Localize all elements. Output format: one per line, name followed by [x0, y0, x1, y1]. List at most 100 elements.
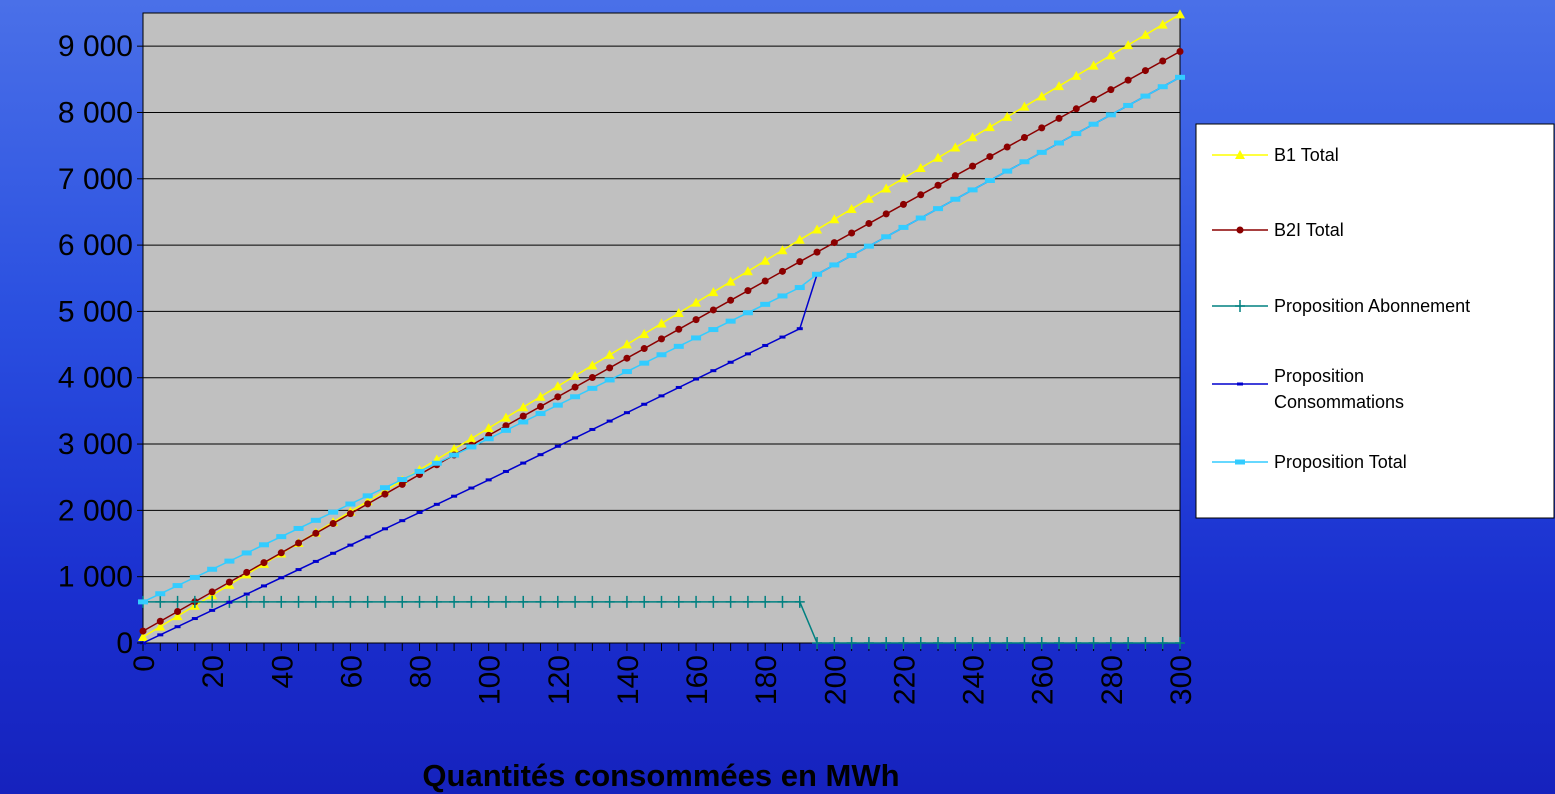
data-point: [224, 558, 235, 564]
data-point: [500, 427, 511, 433]
data-point: [414, 468, 425, 474]
x-tick-label: 40: [266, 655, 299, 688]
data-point: [535, 595, 546, 608]
x-tick-label: 260: [1027, 655, 1060, 705]
data-point: [431, 595, 442, 608]
y-tick-label: 0: [116, 627, 133, 660]
data-point: [449, 595, 460, 608]
x-tick-label: 0: [128, 655, 161, 672]
data-point: [693, 377, 700, 381]
data-point: [967, 187, 978, 193]
data-point: [1036, 91, 1047, 101]
data-point: [986, 153, 994, 161]
data-point: [725, 276, 736, 286]
data-point: [345, 501, 356, 507]
data-point: [362, 493, 373, 499]
data-point: [466, 433, 477, 443]
legend: B1 Total B2I Total Proposition Abonnement P…: [1195, 123, 1555, 519]
data-point: [485, 478, 492, 482]
data-point: [881, 183, 892, 193]
data-point: [500, 412, 511, 422]
data-point: [537, 402, 545, 410]
data-point: [675, 325, 683, 333]
data-point: [189, 574, 200, 580]
data-point: [984, 177, 995, 183]
data-point: [691, 335, 702, 341]
data-point: [520, 461, 527, 465]
data-point: [830, 239, 838, 247]
data-point: [570, 394, 581, 400]
data-point: [243, 568, 251, 576]
data-point: [139, 627, 147, 635]
x-axis-ticks: 0 20 40 60 80 100 120 140 160 180 200 220 240 260 280 3…: [128, 655, 1198, 705]
x-tick-label: 100: [474, 655, 507, 705]
data-point: [1105, 112, 1116, 118]
data-point: [882, 210, 890, 218]
data-point: [172, 595, 183, 608]
data-point: [708, 287, 719, 297]
data-point: [572, 436, 579, 440]
data-point: [293, 525, 304, 531]
data-point: [691, 595, 702, 608]
data-point: [1072, 105, 1080, 113]
data-point: [1124, 76, 1132, 84]
data-point: [381, 490, 389, 498]
data-point: [328, 509, 339, 515]
data-point: [1054, 81, 1065, 91]
x-tick-label: 240: [958, 655, 991, 705]
data-point: [295, 568, 302, 572]
data-point: [552, 595, 563, 608]
data-point: [779, 335, 786, 339]
data-point: [656, 318, 667, 328]
y-tick-label: 4 000: [58, 362, 133, 395]
data-point: [189, 595, 200, 608]
x-tick-label: 20: [197, 655, 230, 688]
data-point: [658, 335, 665, 343]
data-point: [917, 191, 925, 199]
data-point: [760, 301, 771, 307]
data-point: [278, 576, 285, 580]
x-tick-label: 160: [681, 655, 714, 705]
data-point: [984, 637, 995, 649]
data-point: [863, 193, 874, 203]
data-point: [466, 444, 477, 450]
data-point: [863, 637, 874, 649]
data-point: [345, 595, 356, 608]
legend-item: B2I Total: [1212, 220, 1344, 240]
data-point: [794, 595, 805, 608]
data-point: [276, 534, 287, 540]
data-point: [1088, 121, 1099, 127]
data-point: [623, 354, 631, 362]
x-tick-label: 280: [1096, 655, 1129, 705]
data-point: [967, 132, 978, 142]
data-point: [621, 339, 632, 349]
data-point: [209, 608, 216, 612]
data-point: [898, 173, 909, 183]
x-tick-label: 120: [543, 655, 576, 705]
data-point: [1123, 637, 1134, 649]
data-point: [570, 595, 581, 608]
data-point: [362, 595, 373, 608]
data-point: [899, 200, 907, 208]
data-point: [207, 566, 218, 572]
data-point: [1038, 124, 1046, 132]
data-point: [812, 271, 823, 277]
data-point: [537, 453, 544, 457]
x-tick-label: 200: [819, 655, 852, 705]
data-point: [641, 402, 648, 406]
data-point: [777, 595, 788, 608]
data-point: [863, 243, 874, 249]
data-point: [1123, 102, 1134, 108]
data-point: [606, 419, 613, 423]
x-tick-label: 180: [750, 655, 783, 705]
data-point: [639, 328, 650, 338]
data-point: [138, 632, 148, 642]
data-point: [414, 595, 425, 608]
data-point: [364, 500, 372, 508]
data-point: [950, 142, 961, 152]
data-point: [984, 122, 995, 132]
data-point: [155, 591, 166, 597]
data-point: [399, 519, 406, 523]
data-point: [174, 625, 181, 629]
x-tick-label: 140: [612, 655, 645, 705]
